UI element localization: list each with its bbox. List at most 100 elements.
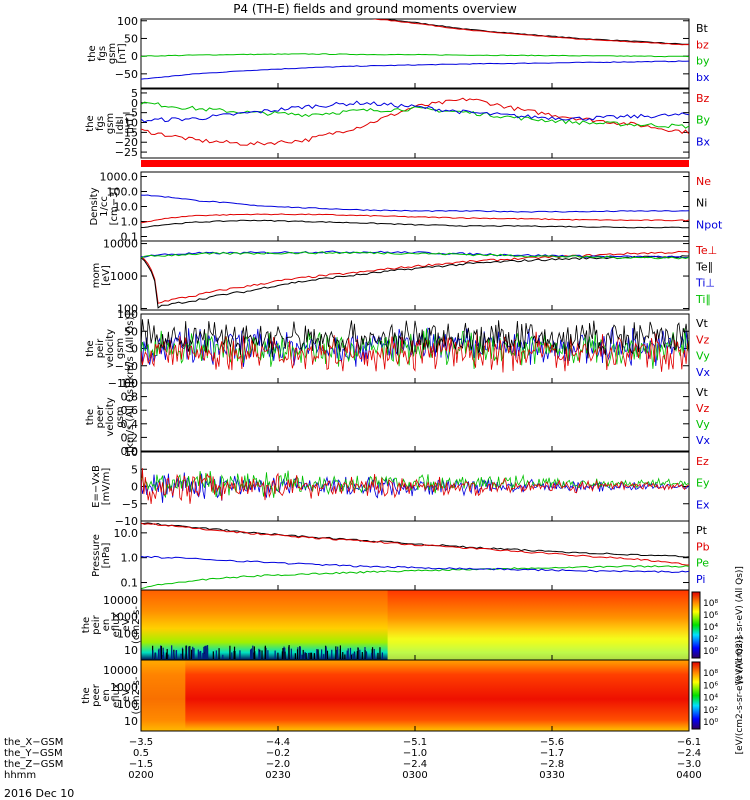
y-axis-label-line: gsm	[115, 338, 126, 359]
colorbar-tick-label: 10²	[703, 635, 718, 645]
spectrogram-noise	[308, 652, 310, 659]
spectrogram-noise	[203, 646, 205, 659]
y-tick-label: 10000	[103, 664, 138, 677]
spectrogram-noise	[303, 653, 305, 659]
spectrogram-noise	[191, 649, 193, 659]
y-tick-label: −10	[115, 515, 138, 528]
series-line-Npot	[141, 194, 689, 213]
y-axis-label-line: [km/s (All Qs)]	[125, 313, 136, 385]
spectrogram-noise	[167, 654, 169, 659]
y-tick-label: 0	[131, 481, 138, 494]
spectrogram-noise	[197, 649, 199, 659]
y-axis-label-line: Density	[89, 187, 100, 225]
y-axis-label-line: 1/cc	[99, 196, 110, 217]
legend-entry: Vz	[696, 333, 710, 346]
y-tick-label: 100.0	[107, 186, 139, 199]
legend-entry: Ex	[696, 498, 710, 511]
series-group	[141, 97, 689, 146]
spectrogram-noise	[316, 649, 318, 659]
series-trace-Ex	[141, 472, 689, 503]
colorbar-tick-label: 10⁸	[703, 599, 718, 609]
series-line-bz	[371, 19, 689, 46]
colorbar-label: [eV/(cm2-s-sr-eV) (All Qs)]	[735, 566, 745, 684]
y-axis-label-line: eV	[121, 618, 132, 631]
y-axis-label-line: eflux	[111, 683, 122, 708]
y-tick-label: 0.6	[121, 404, 139, 417]
panel-3: 1000.0100.010.01.00.1Density1/cc[cm−3]Ne…	[89, 171, 723, 244]
y-axis-label-line: peir	[95, 338, 106, 358]
x-tick-value: −2.0	[266, 759, 290, 770]
y-tick-label: −5	[122, 107, 138, 120]
y-tick-label: 0.1	[121, 577, 139, 590]
spectrogram-noise	[347, 648, 349, 659]
series-line-Te∥	[141, 255, 689, 309]
y-axis-label-line: [km/s (All Qs)]	[125, 381, 136, 453]
spectrogram-noise	[152, 650, 154, 659]
y-tick-label: 10000	[103, 594, 138, 607]
x-tick-value: −0.2	[266, 748, 290, 759]
spectrogram-noise	[258, 648, 260, 659]
spectrogram-noise	[296, 649, 299, 659]
legend-entry: Pi	[696, 573, 705, 586]
legend-entry: Te⊥	[695, 244, 717, 257]
y-axis-label-line: the	[85, 115, 96, 131]
panel-1: 100 50 0 −50 thefgsgsm[nT] Bt bz by bx	[87, 15, 710, 89]
series-line-Ni	[141, 219, 689, 229]
y-axis-label-line: peer	[95, 405, 106, 429]
y-axis-label-line: the	[85, 409, 96, 425]
series-line-Bt	[378, 19, 689, 45]
spectrogram-noise	[231, 652, 233, 659]
spectrogram-noise	[304, 651, 306, 659]
x-tick-value: −3.5	[129, 737, 153, 748]
series-trace-Vz	[141, 331, 689, 373]
spectrogram-noise	[310, 652, 313, 659]
spectrogram-noise	[282, 648, 284, 659]
spectrogram-noise	[265, 647, 267, 659]
legend-entry: Ey	[696, 477, 710, 490]
colorbar	[691, 591, 701, 659]
y-axis-label-line: [mV/m]	[101, 468, 112, 506]
x-row-label: hhmm	[4, 770, 36, 781]
x-row-label: the_X−GSM	[4, 737, 63, 748]
x-tick-value: −6.1	[677, 737, 701, 748]
legend-entry: Ez	[696, 455, 709, 468]
x-tick-value: −2.4	[677, 748, 701, 759]
y-axis-label-line: fgs	[97, 46, 108, 61]
spectrogram-noise	[321, 649, 323, 659]
y-axis-label: mom[eV]	[91, 263, 112, 289]
legend-entry: Ne	[696, 175, 711, 188]
spectrogram-noise	[354, 652, 356, 659]
colorbar-tick-label: 10⁶	[703, 681, 718, 691]
y-tick-label: 0.4	[121, 418, 139, 431]
y-tick-label: −50	[115, 68, 138, 81]
x-tick-value: −3.0	[677, 759, 701, 770]
y-tick-label: 10	[124, 446, 138, 459]
spectrogram-noise	[192, 646, 194, 659]
y-tick-label: 10.0	[114, 201, 139, 214]
y-tick-label: 0	[131, 97, 138, 110]
colorbar-tick-label: 10²	[703, 706, 718, 716]
y-tick-label: 5	[131, 87, 138, 100]
x-tick-value: −1.7	[540, 748, 564, 759]
series-line-bx	[141, 60, 689, 80]
legend-entry: Bt	[696, 22, 709, 35]
spectrogram-noise	[160, 645, 163, 659]
series-group	[141, 194, 689, 229]
y-axis-label-line: [nT]	[125, 113, 136, 133]
legend-entry: Te∥	[695, 260, 713, 273]
y-tick-label: 100	[117, 15, 138, 28]
spectrogram-noise	[294, 653, 296, 659]
spectrogram-noise	[323, 654, 325, 659]
spectrogram-noise	[160, 645, 162, 659]
spectrogram-noise	[267, 650, 269, 659]
spectrogram-noise	[331, 649, 333, 659]
x-tick-value: −5.1	[403, 737, 427, 748]
y-tick-label: 10000	[103, 238, 138, 251]
spectrogram-noise	[203, 653, 205, 659]
series-trace-Ez	[141, 468, 689, 505]
legend-entry: by	[696, 55, 710, 68]
date-label: 2016 Dec 10	[4, 787, 74, 800]
series-line-Bx	[141, 100, 689, 123]
series-line-Pi	[141, 555, 689, 574]
spectrogram-noise	[290, 648, 292, 659]
